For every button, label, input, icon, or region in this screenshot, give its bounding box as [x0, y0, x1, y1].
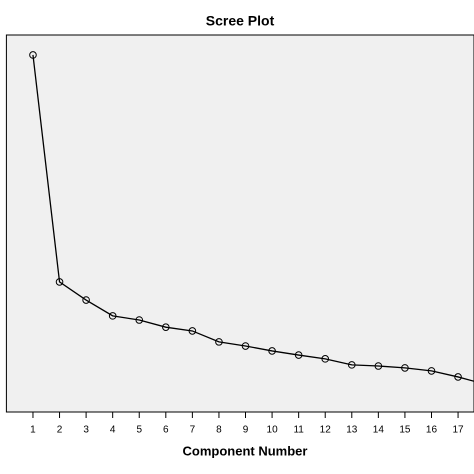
x-tick-label: 12	[320, 425, 332, 436]
x-tick-label: 7	[190, 425, 196, 436]
point-marker	[374, 362, 383, 370]
point-marker	[162, 323, 170, 331]
point-marker	[268, 347, 276, 355]
x-axis-title: Component Number	[183, 443, 308, 458]
point-marker	[108, 312, 117, 320]
point-marker	[241, 342, 250, 350]
chart-title: Scree Plot	[206, 13, 275, 29]
point-marker	[82, 296, 90, 304]
plot-area	[5, 34, 474, 413]
x-tick-label: 2	[57, 425, 63, 436]
point-marker	[427, 367, 436, 375]
x-tick-label: 1	[30, 425, 36, 436]
x-tick-label: 16	[426, 425, 438, 436]
x-tick-label: 6	[163, 425, 169, 436]
point-marker	[188, 327, 197, 335]
x-tick-label: 9	[243, 425, 249, 436]
x-tick-label: 13	[346, 425, 358, 436]
point-marker	[347, 361, 356, 369]
x-tick-label: 14	[373, 425, 385, 436]
x-tick-label: 3	[83, 425, 89, 436]
x-tick-label: 17	[452, 425, 464, 436]
point-marker	[321, 355, 330, 363]
point-marker	[29, 51, 37, 59]
point-marker	[294, 351, 303, 359]
x-tick-label: 5	[136, 425, 142, 436]
point-marker	[454, 373, 462, 381]
plot-layer	[29, 51, 474, 382]
point-marker	[401, 364, 409, 372]
x-tick-label: 15	[399, 425, 411, 436]
series-line	[32, 54, 474, 382]
x-tick-label: 8	[216, 425, 222, 436]
point-marker	[135, 316, 144, 324]
x-tick-label: 4	[110, 425, 116, 436]
x-tick-label: 10	[267, 425, 279, 436]
x-tick-label: 11	[293, 425, 304, 436]
point-marker	[215, 338, 223, 346]
point-marker	[55, 278, 64, 286]
